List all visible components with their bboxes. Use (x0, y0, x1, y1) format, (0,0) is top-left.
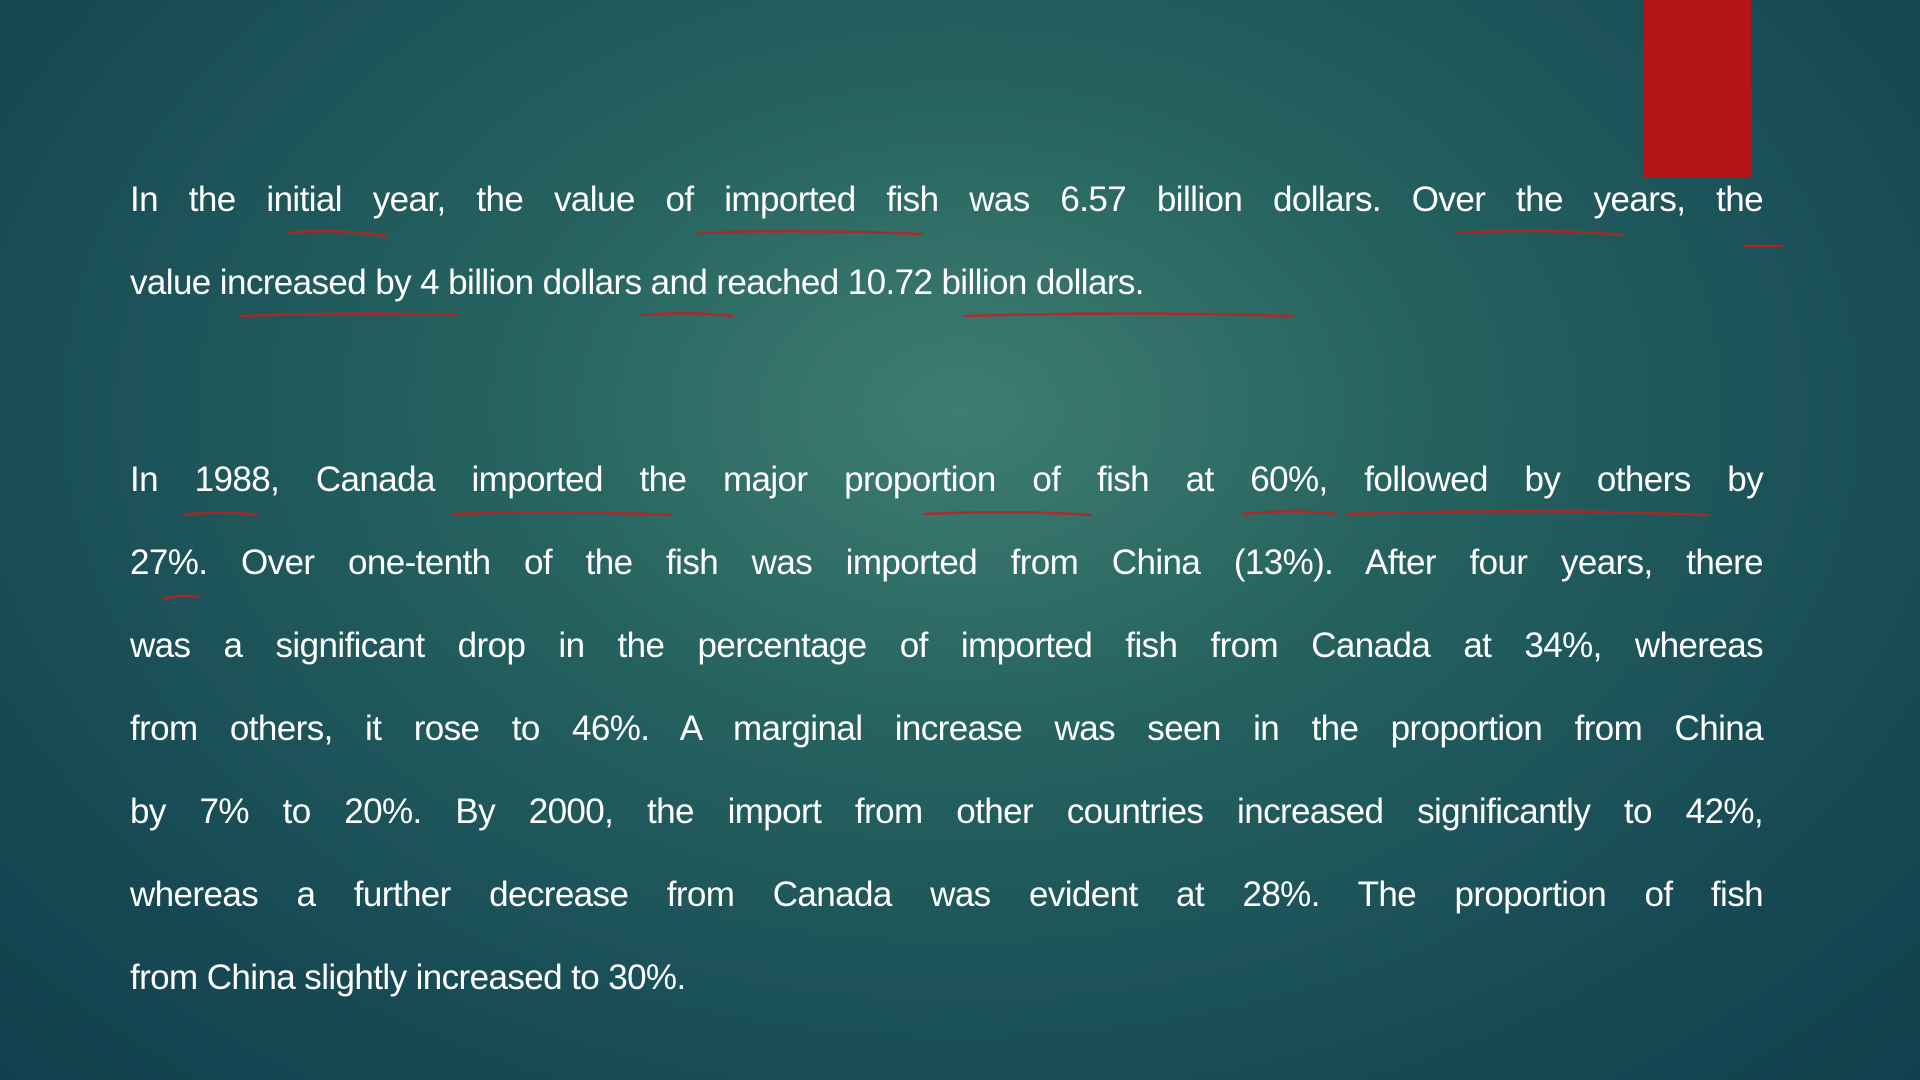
paragraph-import-value: In the initial year, the value of import… (130, 158, 1764, 324)
text-line: In the initial year, the value of import… (130, 180, 1764, 219)
text-line: by 7% to 20%. By 2000, the import from o… (130, 792, 1764, 831)
text-line: was a significant drop in the percentage… (130, 626, 1764, 665)
red-accent-bar (1644, 0, 1751, 178)
text-line: value increased by 4 billion dollars and… (130, 263, 1145, 302)
text-line: from others, it rose to 46%. A marginal … (130, 709, 1764, 748)
paragraph-import-proportions: In 1988, Canada imported the major propo… (130, 438, 1764, 1019)
text-line: 27%. Over one-tenth of the fish was impo… (130, 543, 1764, 582)
text-line: whereas a further decrease from Canada w… (130, 875, 1764, 914)
text-line: from China slightly increased to 30%. (130, 958, 686, 997)
text-line: In 1988, Canada imported the major propo… (130, 460, 1764, 499)
